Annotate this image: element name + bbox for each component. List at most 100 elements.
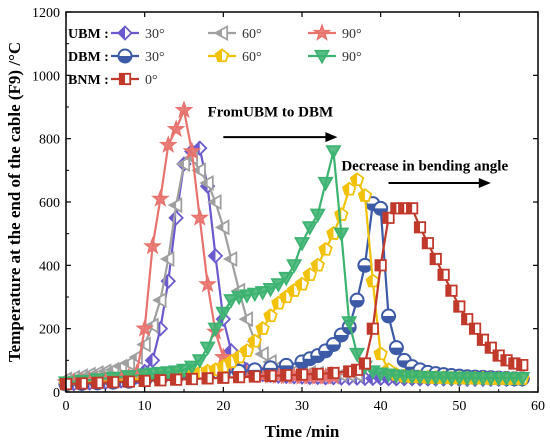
data-point: [293, 237, 311, 252]
annotation: FromUBM to DBM: [208, 105, 338, 143]
data-point: [75, 377, 88, 390]
data-point: [406, 202, 419, 215]
annotation: Decrease in bending angle: [341, 158, 508, 188]
data-point: [349, 172, 365, 186]
legend-marker: [313, 49, 331, 65]
legend-item: 90°: [308, 23, 362, 42]
legend-label: 30°: [145, 27, 165, 42]
y-tick-label: 400: [39, 259, 60, 274]
data-point: [107, 376, 120, 389]
data-point: [309, 208, 326, 224]
legend: UBM : DBM : BNM : 30° 60° 90° 30° 60° 90° 0°: [68, 23, 362, 88]
data-point: [381, 308, 397, 324]
legend-label: 60°: [242, 50, 262, 65]
legend-label: 60°: [242, 27, 262, 42]
data-point: [223, 294, 240, 309]
data-point: [295, 368, 309, 381]
data-point: [318, 241, 333, 256]
y-tick-label: 0: [53, 386, 60, 401]
data-point: [207, 248, 224, 264]
data-point: [175, 363, 193, 379]
data-point: [468, 322, 482, 335]
data-point: [263, 308, 278, 323]
data-point: [349, 347, 366, 363]
x-tick-label: 20: [216, 399, 230, 414]
data-point: [158, 135, 178, 153]
data-point: [154, 374, 167, 387]
data-point: [327, 366, 340, 380]
legend-marker: [118, 72, 132, 86]
data-point: [333, 227, 350, 243]
data-point: [429, 252, 442, 266]
data-point: [264, 369, 277, 382]
data-point: [365, 273, 381, 288]
data-point: [182, 141, 202, 160]
data-point: [198, 274, 217, 293]
data-point: [286, 259, 303, 274]
data-point: [254, 286, 271, 301]
data-point: [136, 336, 151, 353]
data-point: [199, 341, 216, 357]
data-point: [366, 322, 379, 335]
data-point: [174, 100, 194, 119]
data-point: [183, 360, 200, 376]
legend-marker: [117, 48, 133, 64]
data-point: [232, 371, 246, 384]
legend-label: 90°: [342, 50, 362, 65]
data-point: [248, 370, 261, 383]
data-point: [388, 340, 404, 356]
legend-marker: [214, 48, 230, 63]
data-point: [151, 189, 170, 207]
x-tick-label: 0: [63, 399, 70, 414]
data-point: [91, 376, 104, 389]
legend-label: 30°: [145, 50, 165, 65]
data-point: [207, 322, 224, 338]
y-tick-label: 1200: [32, 6, 60, 21]
legend-marker: [117, 25, 133, 41]
legend-item: 60°: [208, 24, 262, 42]
data-point: [325, 145, 342, 160]
data-point: [170, 373, 183, 386]
data-point: [166, 119, 186, 138]
data-point: [374, 259, 387, 272]
data-point: [301, 221, 318, 236]
data-point: [185, 372, 198, 386]
arrow-head: [325, 132, 338, 143]
data-point: [421, 237, 434, 250]
legend-group-label: BNM :: [68, 73, 109, 88]
data-point: [445, 284, 458, 297]
legend-group-label: DBM :: [68, 50, 109, 65]
data-point: [373, 346, 388, 361]
data-point: [255, 321, 270, 335]
x-tick-label: 10: [138, 399, 152, 414]
data-point: [138, 374, 151, 388]
data-point: [514, 371, 531, 387]
data-point: [201, 372, 214, 385]
data-point: [357, 257, 373, 273]
data-point: [413, 221, 427, 234]
legend-marker: [312, 23, 332, 41]
data-point: [341, 316, 358, 331]
data-point: [358, 357, 372, 370]
legend-label: 0°: [145, 73, 158, 88]
plot-frame: [65, 11, 539, 393]
data-point: [311, 367, 324, 381]
data-point: [122, 375, 136, 388]
annotations: FromUBM to DBM Decrease in bending angle: [208, 105, 508, 188]
legend-label: 90°: [342, 27, 362, 42]
legend-group-label: UBM :: [68, 27, 109, 42]
data-point: [280, 369, 293, 382]
x-tick-label: 30: [295, 399, 309, 414]
data-point: [310, 257, 325, 272]
data-point: [317, 176, 334, 192]
legend-item: 60°: [208, 48, 262, 65]
data-point: [262, 282, 279, 298]
legend-item: 30°: [111, 48, 165, 65]
y-axis-title: Temperature at the end of the cable (F9)…: [5, 42, 24, 362]
annotation-text: Decrease in bending angle: [341, 158, 508, 174]
data-point: [217, 371, 230, 384]
data-point: [349, 292, 365, 308]
arrow-head: [478, 178, 491, 188]
